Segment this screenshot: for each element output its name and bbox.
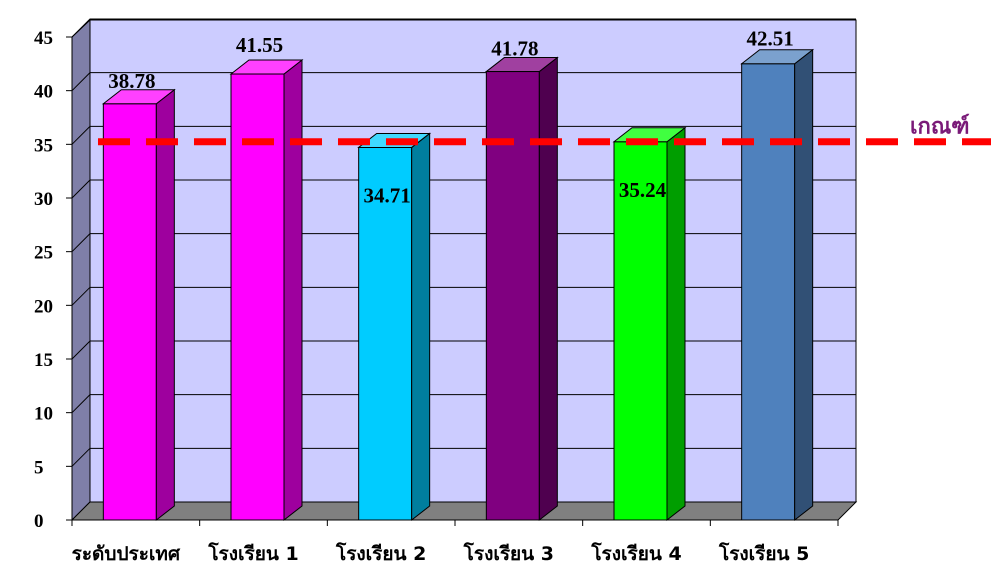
data-label: 34.71 [364, 183, 411, 207]
bar [740, 48, 815, 522]
bar-top [101, 89, 176, 105]
y-tick-label: 0 [34, 511, 44, 532]
bar-side [283, 59, 303, 522]
bar [357, 132, 432, 522]
bar-side [666, 126, 686, 522]
y-tick-label: 40 [34, 82, 53, 103]
gridlines [71, 18, 856, 467]
bar-front [358, 146, 413, 521]
plot-floor [70, 501, 858, 521]
plot-background [70, 18, 858, 522]
bar-side [794, 48, 814, 522]
gridline [71, 72, 856, 92]
bar [484, 56, 559, 522]
x-tick-label: โรงเรียน 3 [463, 542, 554, 565]
gridline [71, 125, 856, 145]
x-tick-label: โรงเรียน 2 [335, 542, 426, 565]
bar [612, 126, 687, 522]
data-label: 35.24 [619, 178, 667, 202]
x-tick-label: โรงเรียน 4 [590, 542, 681, 565]
bar-front [613, 141, 668, 521]
bar-front [741, 63, 796, 521]
data-label: 38.78 [108, 69, 155, 93]
gridline [71, 179, 856, 199]
data-label: 41.55 [236, 33, 283, 57]
bar-front [485, 71, 540, 521]
bar-side [155, 88, 175, 522]
gridline [71, 286, 856, 306]
gridline [71, 340, 856, 360]
gridline [71, 394, 856, 414]
labels: 0 5 10 15 20 25 30 35 40 45 38.78 ระดับประเทศ 41.55 โ… [34, 27, 809, 565]
data-label: 41.78 [491, 37, 538, 61]
x-tick-label: ระดับประเทศ [72, 543, 181, 565]
y-tick-label: 25 [34, 243, 53, 264]
y-tick-label: 20 [34, 296, 53, 317]
bar-top [229, 59, 304, 75]
bar-front [102, 103, 157, 521]
gridline [71, 233, 856, 253]
bar [229, 59, 304, 522]
reference-line-label: เกณฑ์ [910, 114, 970, 140]
y-tick-label: 30 [34, 189, 53, 210]
gridline [71, 447, 856, 467]
y-tick-label: 5 [34, 457, 44, 478]
x-tick-label: โรงเรียน 5 [718, 542, 809, 565]
y-tick-label: 45 [34, 28, 53, 49]
data-label: 42.51 [747, 27, 794, 51]
reference-line-group: เกณฑ์ [98, 114, 991, 146]
plot-back-wall [89, 19, 857, 503]
axes [66, 36, 839, 526]
bar-top [740, 49, 815, 65]
bar-side [538, 56, 558, 522]
gridline [71, 18, 856, 38]
y-tick-label: 15 [34, 350, 53, 371]
plot-side-wall [71, 18, 91, 522]
bar-side [411, 132, 431, 522]
y-tick-label: 10 [34, 404, 53, 425]
y-tick-label: 35 [34, 135, 53, 156]
bar-top [484, 57, 559, 73]
x-tick-label: โรงเรียน 1 [207, 542, 298, 565]
bar [101, 88, 176, 522]
